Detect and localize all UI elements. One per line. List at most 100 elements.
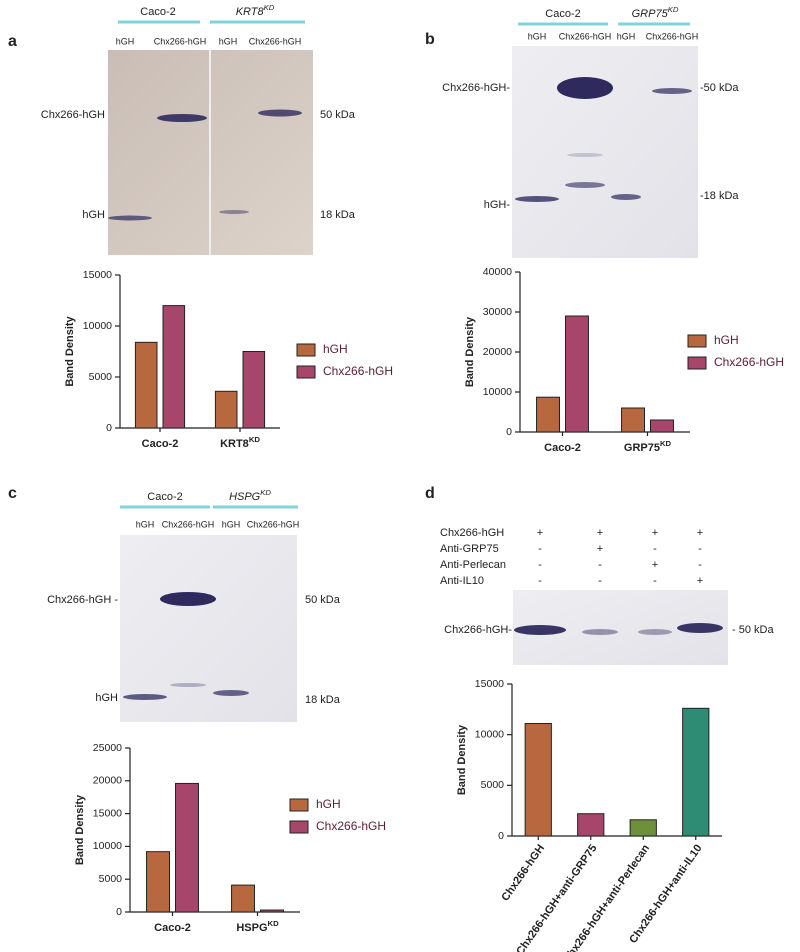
bar bbox=[629, 819, 657, 837]
x-tick-label-base: KRT8 bbox=[220, 438, 249, 450]
treatment-sign: - bbox=[698, 543, 702, 555]
marker-label: hGH bbox=[95, 692, 118, 704]
legend-label: hGH bbox=[316, 797, 341, 811]
blot-band bbox=[677, 623, 723, 633]
x-tick-label: Chx266-hGH bbox=[499, 842, 547, 903]
treatment-sign: - bbox=[538, 575, 542, 587]
legend-label: Chx266-hGH bbox=[316, 819, 386, 833]
blot-band bbox=[582, 629, 618, 635]
y-tick-label: 0 bbox=[116, 906, 122, 918]
lane-label: hGH bbox=[136, 519, 155, 529]
treatment-sign: + bbox=[597, 527, 603, 539]
bar bbox=[577, 813, 605, 837]
kda-label: -18 kDa bbox=[700, 190, 739, 202]
bar bbox=[162, 305, 186, 429]
group-label-base: KRT8 bbox=[236, 6, 265, 18]
blot-band bbox=[108, 215, 152, 221]
x-tick-label-sup: KD bbox=[660, 439, 672, 448]
bar bbox=[146, 851, 171, 913]
y-tick-label: 10000 bbox=[475, 728, 504, 740]
lane-label: Chx266-hGH bbox=[162, 519, 215, 529]
x-tick-label: KRT8KD bbox=[220, 435, 260, 450]
group-label-base: HSPG bbox=[229, 491, 261, 503]
treatment-sign: + bbox=[652, 559, 658, 571]
blot-band bbox=[611, 194, 641, 200]
legend-label: Chx266-hGH bbox=[323, 364, 393, 378]
blot-band bbox=[170, 683, 206, 687]
treatment-sign: + bbox=[697, 527, 703, 539]
bar bbox=[565, 315, 589, 433]
legend-swatch bbox=[687, 334, 707, 348]
y-tick-label: 15000 bbox=[83, 269, 112, 281]
blot-band bbox=[638, 629, 672, 635]
y-tick-label: 40000 bbox=[483, 266, 512, 278]
treatment-sign: + bbox=[652, 527, 658, 539]
y-tick-label: 15000 bbox=[475, 678, 504, 690]
lane-label: hGH bbox=[222, 519, 241, 529]
y-tick-label: 10000 bbox=[483, 386, 512, 398]
x-tick-label-base: GRP75 bbox=[624, 442, 660, 454]
treatment-sign: - bbox=[538, 543, 542, 555]
bar bbox=[650, 419, 674, 433]
y-tick-label: 0 bbox=[506, 426, 512, 438]
treatment-label: Anti-Perlecan bbox=[440, 559, 506, 571]
marker-label: hGH bbox=[82, 209, 105, 221]
bar bbox=[260, 909, 284, 913]
lane-label: hGH bbox=[617, 31, 636, 41]
group-label-sup: KD bbox=[260, 488, 271, 497]
y-tick-label: 20000 bbox=[93, 775, 122, 787]
y-tick-label: 5000 bbox=[99, 873, 123, 885]
lane-label: Chx266-hGH bbox=[249, 36, 302, 46]
x-tick-label: GRP75KD bbox=[624, 439, 672, 454]
kda-label: 50 kDa bbox=[320, 109, 356, 121]
marker-label: Chx266-hGH bbox=[41, 109, 105, 121]
y-tick-label: 15000 bbox=[93, 807, 122, 819]
marker-label: Chx266-hGH- bbox=[442, 82, 510, 94]
treatment-sign: - bbox=[598, 575, 602, 587]
y-axis-label: Band Density bbox=[64, 315, 76, 386]
treatment-sign: - bbox=[538, 559, 542, 571]
treatment-sign: + bbox=[597, 543, 603, 555]
bar bbox=[231, 884, 256, 913]
legend-label: hGH bbox=[714, 333, 739, 347]
blot-band bbox=[123, 694, 167, 700]
panel-letter: d bbox=[425, 485, 435, 502]
blot-band bbox=[514, 625, 566, 635]
x-tick-label: HSPGKD bbox=[236, 919, 279, 934]
lane-label: Chx266-hGH bbox=[559, 31, 612, 41]
blot-band bbox=[515, 196, 559, 202]
group-label-base: Caco-2 bbox=[140, 6, 175, 18]
bar bbox=[536, 396, 560, 433]
group-label-base: Caco-2 bbox=[147, 491, 182, 503]
y-tick-label: 30000 bbox=[483, 306, 512, 318]
y-tick-label: 10000 bbox=[93, 840, 122, 852]
y-tick-label: 10000 bbox=[83, 320, 112, 332]
marker-label: Chx266-hGH - bbox=[47, 594, 118, 606]
treatment-label: Anti-GRP75 bbox=[440, 543, 499, 555]
y-tick-label: 0 bbox=[498, 830, 504, 842]
blot bbox=[120, 535, 297, 722]
legend-swatch bbox=[289, 820, 309, 834]
x-tick-label-base: Caco-2 bbox=[142, 438, 179, 450]
lane-label: hGH bbox=[219, 36, 238, 46]
legend-swatch bbox=[296, 343, 316, 357]
treatment-sign: - bbox=[698, 559, 702, 571]
lane-label: Chx266-hGH bbox=[646, 31, 699, 41]
group-label: Caco-2 bbox=[147, 491, 182, 503]
lane-label: Chx266-hGH bbox=[154, 36, 207, 46]
kda-label: - 50 kDa bbox=[732, 624, 774, 636]
group-label: KRT8KD bbox=[236, 3, 275, 18]
lane-label: Chx266-hGH bbox=[247, 519, 300, 529]
group-label-sup: KD bbox=[668, 5, 679, 14]
blot-band bbox=[557, 77, 613, 99]
group-label: Caco-2 bbox=[545, 8, 580, 20]
blot bbox=[512, 46, 698, 258]
blot-band bbox=[565, 182, 605, 188]
lane-label: hGH bbox=[528, 31, 547, 41]
x-tick-label-base: HSPG bbox=[236, 922, 267, 934]
x-tick-label: Caco-2 bbox=[544, 442, 581, 454]
y-axis-label: Band Density bbox=[74, 794, 86, 865]
legend-swatch bbox=[289, 798, 309, 812]
